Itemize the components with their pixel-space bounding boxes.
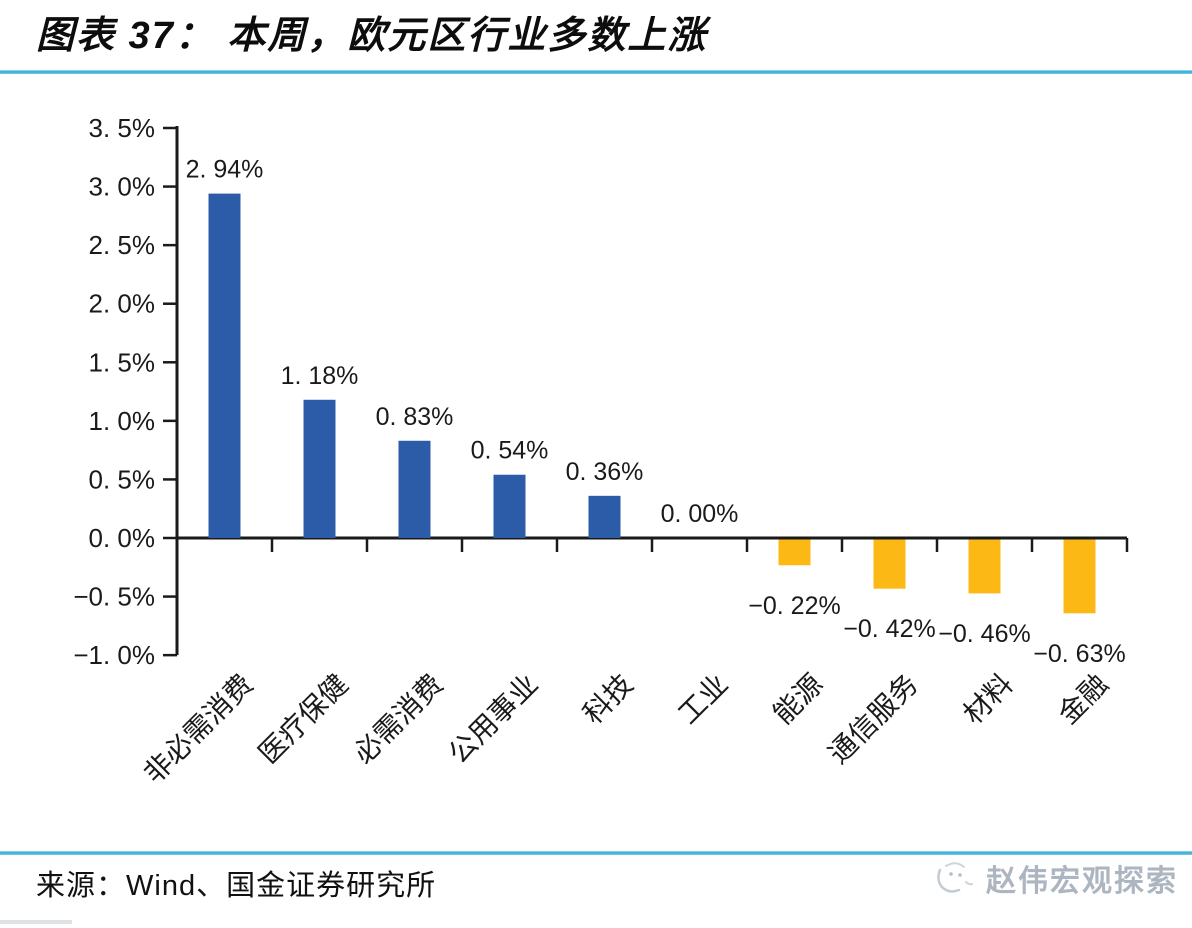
bar-value-label: 2. 94%	[186, 156, 264, 184]
bar-value-label: 0. 54%	[471, 437, 549, 465]
category-label: 通信服务	[823, 668, 924, 769]
category-label: 能源	[767, 668, 829, 730]
y-tick-label: 3. 0%	[89, 172, 156, 202]
bar-value-label: 1. 18%	[281, 362, 359, 390]
category-label: 金融	[1052, 668, 1114, 730]
y-tick-label: 1. 5%	[89, 347, 156, 377]
source-text: 来源：Wind、国金证券研究所	[36, 870, 437, 902]
y-tick-label: 2. 5%	[89, 230, 156, 260]
chart-title: 图表 37： 本周，欧元区行业多数上涨	[36, 15, 708, 57]
category-label: 公用事业	[443, 668, 544, 769]
category-label: 医疗保健	[253, 668, 354, 769]
category-label: 必需消费	[348, 668, 449, 769]
page-edge-artifact	[0, 920, 72, 924]
bar	[493, 474, 526, 538]
watermark: 赵伟宏观探索	[932, 858, 1178, 898]
category-label: 非必需消费	[138, 668, 259, 789]
bar	[778, 539, 811, 566]
bar	[303, 399, 336, 538]
bar-chart-canvas: 3. 5% 3. 0% 2. 5% 2. 0% 1. 5% 1. 0% 0. 5% 0. 0%…	[73, 113, 1129, 789]
watermark-text: 赵伟宏观探索	[986, 865, 1178, 898]
y-tick-label: −0. 5%	[73, 582, 155, 612]
category-label: 科技	[577, 668, 639, 730]
y-tick-label: 2. 0%	[89, 289, 156, 319]
bar-value-label: −0. 42%	[843, 615, 935, 643]
bar	[968, 539, 1001, 594]
bar-value-label: −0. 46%	[938, 620, 1030, 648]
category-label: 工业	[672, 668, 734, 730]
watermark-logo-icon	[937, 862, 973, 893]
bar	[588, 495, 621, 538]
bar-chart: 3. 5% 3. 0% 2. 5% 2. 0% 1. 5% 1. 0% 0. 5% 0. 0%…	[0, 74, 1192, 851]
bar-value-label: −0. 63%	[1033, 640, 1125, 668]
bar-value-label: −0. 22%	[748, 592, 840, 620]
bar-value-label: 0. 36%	[566, 458, 644, 486]
y-tick-label: 3. 5%	[89, 113, 156, 143]
bar	[208, 193, 241, 538]
bar-value-label: 0. 00%	[661, 500, 739, 528]
bar	[398, 440, 431, 538]
y-tick-label: −1. 0%	[73, 640, 155, 670]
bar	[1063, 539, 1096, 614]
y-tick-label: 0. 0%	[89, 523, 156, 553]
bar-value-label: 0. 83%	[376, 403, 454, 431]
category-label: 材料	[957, 668, 1019, 730]
y-tick-label: 1. 0%	[89, 406, 156, 436]
bar	[873, 539, 906, 589]
title-divider	[0, 70, 1192, 74]
y-tick-label: 0. 5%	[89, 464, 156, 494]
footer-divider	[0, 851, 1192, 855]
